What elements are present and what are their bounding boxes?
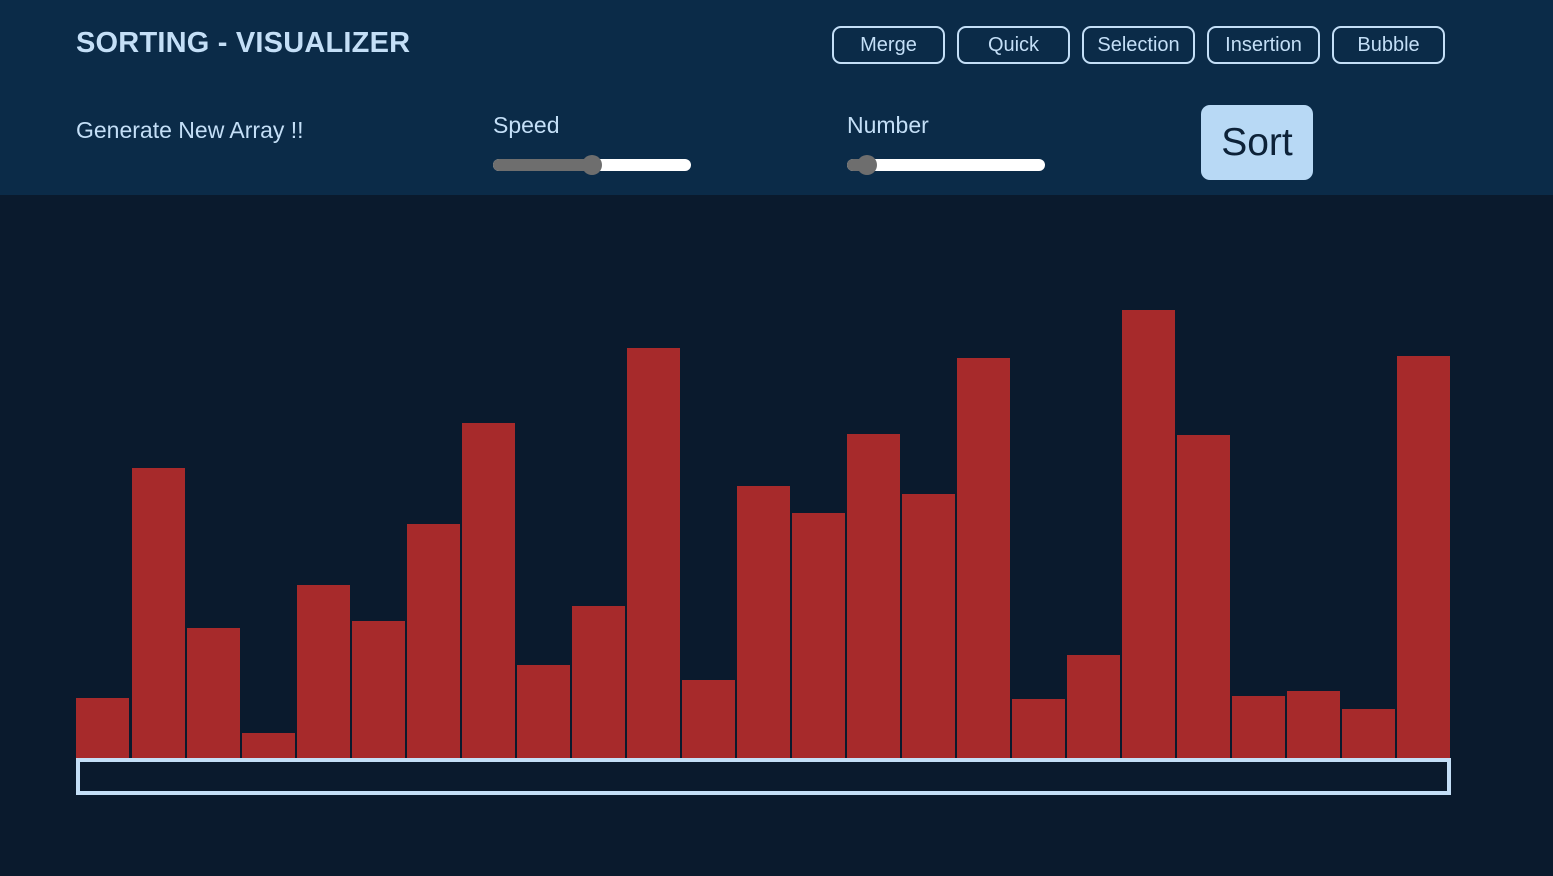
array-bar xyxy=(76,698,129,758)
array-baseline-box xyxy=(76,758,1451,795)
speed-slider-fill xyxy=(493,159,592,171)
array-bar xyxy=(297,585,350,758)
bubble-sort-button[interactable]: Bubble xyxy=(1332,26,1445,64)
array-bar xyxy=(847,434,900,758)
array-bar xyxy=(682,680,735,758)
array-bar xyxy=(957,358,1010,758)
array-bar xyxy=(1287,691,1340,758)
number-label: Number xyxy=(847,112,929,138)
sort-button[interactable]: Sort xyxy=(1201,105,1313,180)
array-bar xyxy=(1177,435,1230,758)
speed-slider-thumb[interactable] xyxy=(582,155,602,175)
merge-sort-button[interactable]: Merge xyxy=(832,26,945,64)
array-bar xyxy=(407,524,460,758)
array-bar xyxy=(1012,699,1065,758)
generate-new-array-button[interactable]: Generate New Array !! xyxy=(76,117,304,143)
number-slider[interactable] xyxy=(847,155,1045,175)
array-bar xyxy=(902,494,955,758)
array-bar xyxy=(1232,696,1285,758)
array-bar xyxy=(187,628,240,758)
array-bar xyxy=(627,348,680,758)
array-bar xyxy=(792,513,845,758)
number-slider-thumb[interactable] xyxy=(857,155,877,175)
array-bar xyxy=(242,733,295,758)
array-bar xyxy=(517,665,570,758)
array-bar xyxy=(1067,655,1120,758)
array-bar xyxy=(737,486,790,758)
header: SORTING - VISUALIZER Merge Quick Selecti… xyxy=(0,0,1553,195)
array-bar xyxy=(1342,709,1395,758)
app-title: SORTING - VISUALIZER xyxy=(76,27,411,59)
quick-sort-button[interactable]: Quick xyxy=(957,26,1070,64)
speed-label: Speed xyxy=(493,112,560,138)
speed-slider[interactable] xyxy=(493,155,691,175)
array-bar xyxy=(1122,310,1175,758)
insertion-sort-button[interactable]: Insertion xyxy=(1207,26,1320,64)
array-bar xyxy=(132,468,185,758)
array-bar xyxy=(572,606,625,758)
array-bar xyxy=(462,423,515,758)
array-bars xyxy=(76,220,1451,758)
selection-sort-button[interactable]: Selection xyxy=(1082,26,1195,64)
array-bar xyxy=(1397,356,1450,758)
array-bar xyxy=(352,621,405,758)
